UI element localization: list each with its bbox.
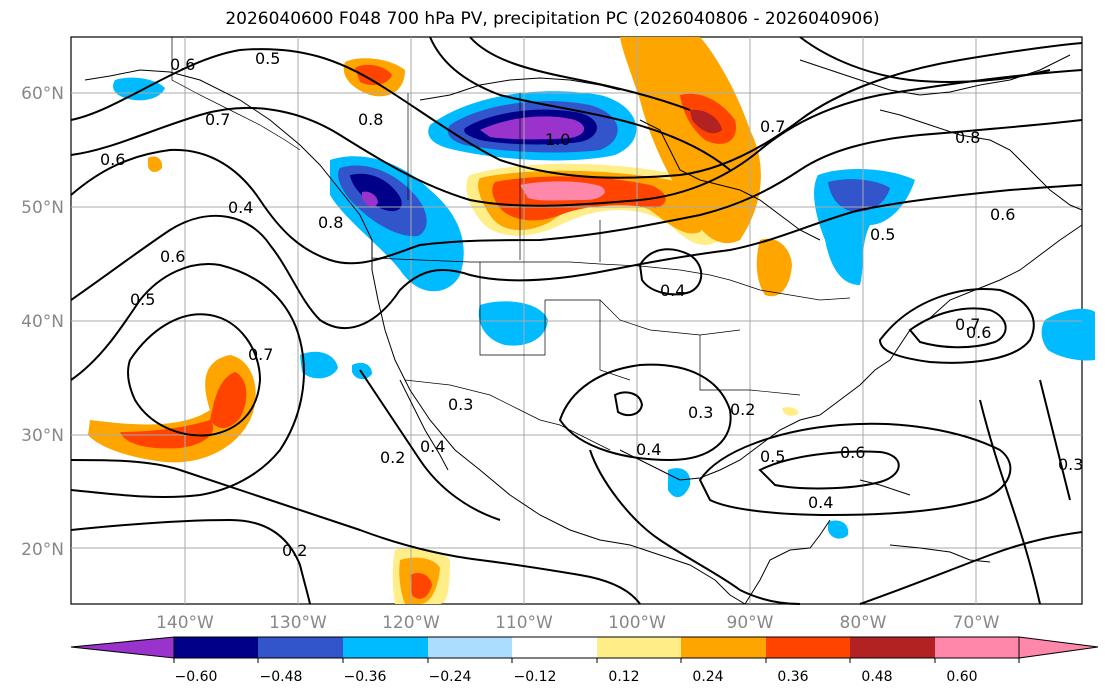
contour-label: 0.7: [955, 315, 980, 334]
contour-labels: 0.6 0.5 0.7 0.6 0.4 0.8 0.5 0.6 0.7 0.8 …: [100, 49, 1083, 560]
colorbar-tick-label: −0.48: [260, 669, 303, 685]
lon-label: 130°W: [269, 613, 327, 633]
contour-label: 0.5: [870, 225, 895, 244]
contour-label: 0.5: [760, 447, 785, 466]
contour-label: 0.6: [990, 205, 1015, 224]
colorbar-extend-high: [1018, 636, 1099, 659]
lon-label: 120°W: [382, 613, 440, 633]
lat-label: 40°N: [21, 312, 64, 332]
lon-label: 100°W: [608, 613, 666, 633]
contour-label: 0.8: [955, 128, 980, 147]
contour-label: 0.6: [966, 323, 991, 342]
colorbar-swatch: [681, 637, 766, 658]
contour-label: 0.6: [170, 55, 195, 74]
colorbar-swatch: [597, 637, 681, 658]
contour-label: 0.6: [160, 247, 185, 266]
lat-label: 20°N: [21, 540, 64, 560]
colorbar-tick-label: 0.36: [777, 669, 808, 685]
colorbar-swatch: [428, 637, 512, 658]
colorbar-tick-label: 0.48: [861, 669, 892, 685]
borders: [171, 37, 851, 451]
contour-label: 0.4: [808, 493, 833, 512]
colorbar-extend-low: [70, 636, 175, 659]
contour-label: 0.2: [282, 541, 307, 560]
lon-label: 70°W: [953, 613, 1000, 633]
contour-label: 0.6: [840, 443, 865, 462]
lat-label: 50°N: [21, 198, 64, 218]
lon-labels: 140°W 130°W 120°W 110°W 100°W 90°W 80°W …: [156, 613, 1000, 633]
colorbar-swatch: [935, 637, 1019, 658]
colorbar-tick-label: −0.24: [429, 669, 472, 685]
contour-label: 0.2: [730, 400, 755, 419]
contour-label: 0.7: [248, 345, 273, 364]
colorbar-swatch: [766, 637, 850, 658]
colorbar-tick-label: −0.36: [344, 669, 387, 685]
contour-label: 0.7: [205, 110, 230, 129]
contour-label: 0.4: [636, 440, 661, 459]
lat-labels: 20°N 30°N 40°N 50°N 60°N: [21, 84, 64, 560]
lat-label: 30°N: [21, 426, 64, 446]
contour-label: 0.8: [318, 213, 343, 232]
contour-label: 0.3: [688, 403, 713, 422]
contour-label: 0.6: [100, 150, 125, 169]
colorbar-tick-label: −0.12: [514, 669, 557, 685]
contour-label: 0.5: [130, 290, 155, 309]
lon-label: 140°W: [156, 613, 214, 633]
contour-label: 0.3: [1058, 455, 1083, 474]
lon-label: 80°W: [840, 613, 887, 633]
colorbar-swatch: [174, 637, 258, 658]
colorbar-tick-label: 0.12: [608, 669, 639, 685]
contour-label: 0.4: [660, 281, 685, 300]
contour-label: 0.4: [420, 437, 445, 456]
contour-label: 0.8: [358, 110, 383, 129]
contour-label: 0.7: [760, 117, 785, 136]
colorbar-swatch: [512, 637, 597, 658]
contour-label: 1.0: [545, 130, 570, 149]
map-title: 2026040600 F048 700 hPa PV, precipitatio…: [225, 9, 880, 29]
colorbar-swatch: [258, 637, 343, 658]
colorbar-ticks: [173, 658, 1020, 663]
pv-contours: [70, 36, 1083, 605]
contour-label: 0.3: [448, 395, 473, 414]
contour-label: 0.2: [380, 448, 405, 467]
colorbar-tick-label: −0.60: [175, 669, 218, 685]
lat-label: 60°N: [21, 84, 64, 104]
lon-label: 90°W: [727, 613, 774, 633]
colorbar-tick-label: 0.24: [692, 669, 723, 685]
colorbar-swatch: [343, 637, 428, 658]
map-panel: 0.6 0.5 0.7 0.6 0.4 0.8 0.5 0.6 0.7 0.8 …: [70, 36, 1095, 605]
contour-label: 0.5: [255, 49, 280, 68]
colorbar-swatch: [850, 637, 935, 658]
lon-label: 110°W: [495, 613, 553, 633]
colorbar-tick-label: 0.60: [946, 669, 977, 685]
colorbar: −0.60 −0.48 −0.36 −0.24 −0.12 0.12 0.24 …: [70, 636, 1099, 685]
precip-fill: [88, 37, 1095, 604]
contour-label: 0.4: [228, 198, 253, 217]
